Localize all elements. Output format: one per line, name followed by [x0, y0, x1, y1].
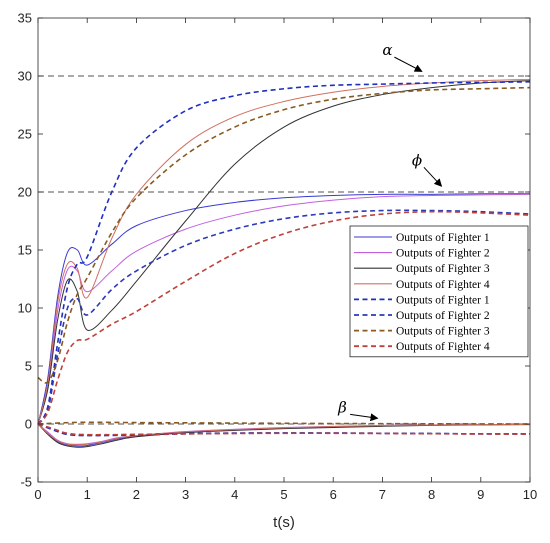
- annotation-arrow: [423, 166, 443, 187]
- y-tick-label: -5: [20, 475, 32, 490]
- legend-label: Outputs of Fighter 1: [396, 294, 490, 306]
- series-line-8: [37, 210, 531, 425]
- x-tick-label: 1: [84, 487, 91, 502]
- series-line-15: [37, 421, 531, 425]
- legend-label: Outputs of Fighter 2: [396, 310, 490, 322]
- series-line-12: [37, 423, 531, 446]
- x-tick-label: 2: [133, 487, 140, 502]
- y-tick-label: 5: [25, 359, 32, 374]
- x-axis-ticks: 0 1 2 3 4 5 6 7 8 9 10: [34, 18, 537, 502]
- y-tick-label: 15: [18, 243, 32, 258]
- series-line-6: [37, 209, 531, 425]
- annotation-arrow: [394, 56, 423, 72]
- y-tick-label: 10: [18, 301, 32, 316]
- x-axis-label: t(s): [273, 514, 295, 531]
- legend-label: Outputs of Fighter 2: [396, 248, 490, 260]
- series-line-11: [37, 423, 531, 448]
- legend-label: Outputs of Fighter 1: [396, 232, 490, 244]
- y-axis-ticks: -5 0 5 10 15 20 25 30 35: [18, 11, 530, 490]
- x-tick-label: 0: [34, 487, 41, 502]
- series-line-4: [37, 78, 531, 425]
- annotation-label: α: [382, 41, 392, 59]
- x-tick-label: 7: [379, 487, 386, 502]
- series-line-2: [37, 193, 531, 425]
- y-tick-label: 25: [18, 127, 32, 142]
- legend-box: [349, 225, 529, 358]
- annotations: α ϕ β: [337, 41, 443, 422]
- y-tick-label: 30: [18, 69, 32, 84]
- legend-label: Outputs of Fighter 3: [396, 326, 490, 338]
- annotation-label: β: [337, 398, 347, 416]
- x-tick-label: 9: [477, 487, 484, 502]
- annotation-label: ϕ: [412, 151, 422, 169]
- legend-label: Outputs of Fighter 4: [396, 341, 490, 353]
- x-tick-label: 5: [280, 487, 287, 502]
- series-line-5: [37, 81, 531, 425]
- legend: Outputs of Fighter 1 Outputs of Fighter 2…: [349, 225, 529, 358]
- legend-label: Outputs of Fighter 4: [396, 279, 490, 291]
- x-tick-label: 3: [182, 487, 189, 502]
- series-line-7: [37, 86, 531, 384]
- annotation-arrow: [350, 413, 379, 422]
- x-tick-label: 6: [330, 487, 337, 502]
- series-layer: [37, 78, 531, 448]
- series-line-1: [37, 193, 531, 425]
- y-tick-label: 35: [18, 11, 32, 26]
- y-tick-label: 20: [18, 185, 32, 200]
- series-line-16: [37, 423, 531, 436]
- legend-label: Outputs of Fighter 3: [396, 263, 490, 275]
- x-tick-label: 10: [523, 487, 537, 502]
- x-tick-label: 4: [231, 487, 238, 502]
- y-tick-label: 0: [25, 417, 32, 432]
- x-tick-label: 8: [428, 487, 435, 502]
